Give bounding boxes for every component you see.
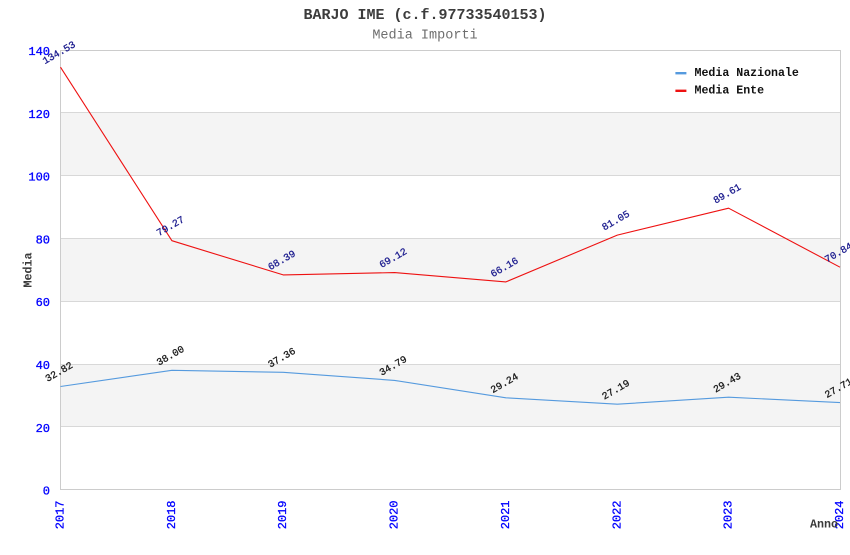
svg-text:2024: 2024 xyxy=(833,500,847,529)
svg-text:40: 40 xyxy=(36,359,50,373)
svg-text:2017: 2017 xyxy=(54,500,68,529)
svg-text:20: 20 xyxy=(36,422,50,436)
svg-text:BARJO IME (c.f.97733540153): BARJO IME (c.f.97733540153) xyxy=(303,7,546,24)
svg-text:2020: 2020 xyxy=(388,500,402,529)
svg-text:120: 120 xyxy=(28,108,50,122)
svg-text:2019: 2019 xyxy=(276,500,290,529)
svg-text:0: 0 xyxy=(43,485,50,499)
svg-text:2021: 2021 xyxy=(499,500,513,529)
svg-text:80: 80 xyxy=(36,233,50,247)
svg-text:Media: Media xyxy=(22,252,36,287)
svg-text:2018: 2018 xyxy=(165,500,179,529)
svg-text:Media Ente: Media Ente xyxy=(695,84,765,97)
svg-text:Media Nazionale: Media Nazionale xyxy=(695,67,799,80)
svg-text:100: 100 xyxy=(28,171,50,185)
svg-text:Anno: Anno xyxy=(810,518,838,532)
svg-text:Media Importi: Media Importi xyxy=(372,29,477,44)
svg-text:60: 60 xyxy=(36,296,50,310)
svg-text:140: 140 xyxy=(28,45,50,59)
svg-text:2023: 2023 xyxy=(722,500,736,529)
svg-text:2022: 2022 xyxy=(610,500,624,529)
